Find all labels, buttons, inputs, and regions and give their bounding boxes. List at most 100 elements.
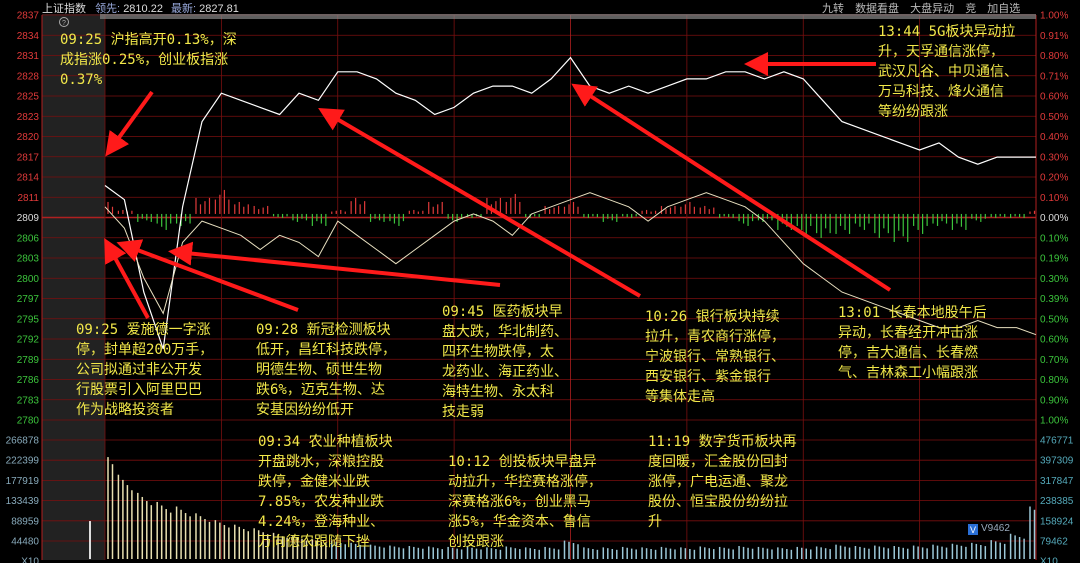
percent-tick-label: 0.19% (1040, 254, 1068, 265)
lead-value: 2810.22 (123, 3, 163, 15)
price-tick-label: 2786 (17, 375, 40, 386)
percent-tick-label: 0.80% (1040, 375, 1068, 386)
toolbar-auction[interactable]: 竞 (965, 3, 977, 15)
price-tick-label: 2820 (17, 132, 40, 143)
annotation-arrow (571, 83, 892, 292)
svg-text:?: ? (62, 20, 66, 27)
percent-tick-label: 0.80% (1040, 51, 1068, 62)
volume-tick-label: 177919 (6, 476, 40, 487)
price-line-lead (104, 192, 1037, 336)
volume-right-tick-label: 476771 (1040, 436, 1074, 447)
percent-tick-label: 0.40% (1040, 132, 1068, 143)
price-tick-label: 2811 (17, 193, 39, 204)
price-tick-label: 2800 (17, 274, 40, 285)
last-label: 最新: (171, 3, 197, 15)
price-tick-label: 2834 (17, 31, 40, 42)
volume-tick-label: 222399 (6, 456, 40, 467)
lead-label: 领先: (95, 3, 121, 15)
percent-tick-label: 0.50% (1040, 112, 1068, 123)
annotation-1026-banks: 10:26 银行板块持续 拉升，青农商行涨停， 宁波银行、常熟银行、 西安银行、… (645, 309, 785, 405)
price-lines (104, 56, 1037, 350)
price-tick-label: 2797 (17, 294, 40, 305)
volume-right-tick-label: 238385 (1040, 496, 1074, 507)
question-circle-icon[interactable]: ? (59, 17, 69, 28)
watermark: V9462 (981, 523, 1010, 534)
percent-tick-label: 0.30% (1040, 274, 1068, 285)
price-tick-label: 2783 (17, 395, 40, 406)
annotation-arrows (104, 52, 892, 319)
price-tick-label: 2828 (17, 71, 40, 82)
price-tick-label: 2823 (17, 112, 40, 123)
toolbar-jiuzhuan[interactable]: 九转 (822, 3, 844, 15)
annotation-arrow (105, 90, 154, 157)
annotation-0928-covid-test: 09:28 新冠检测板块 低开，昌红科技跌停， 明德生物、硕世生物 跌6%，迈克… (256, 322, 396, 418)
annotation-0925-aishide: 09:25 爱施德一字涨 停，封单超200万手， 公司拟通过非公开发 行股票引入… (76, 322, 214, 418)
annotation-1301-changchun: 13:01 长春本地股午后 异动，长春经开冲击涨 停，吉大通信、长春燃 气、吉林… (838, 305, 987, 381)
toolbar-data-view[interactable]: 数据看盘 (855, 3, 900, 15)
annotation-1119-digital-currency: 11:19 数字货币板块再 度回暖，汇金股份回封 涨停，广电运通、聚龙 股份、恒… (648, 434, 797, 530)
price-tick-label: 2795 (17, 314, 40, 325)
percent-tick-label: 0.60% (1040, 92, 1068, 103)
price-tick-label: 2825 (17, 92, 40, 103)
annotation-arrow (116, 239, 299, 312)
price-tick-label: 2806 (17, 233, 40, 244)
percent-tick-label: 0.10% (1040, 193, 1068, 204)
axes: 2837 1.00% 2834 0.91% 2831 0.80% 2828 0.71% 2825… (6, 11, 1074, 563)
price-tick-label: 2814 (17, 173, 40, 184)
price-tick-label: 2792 (17, 335, 40, 346)
chart-header: 上证指数 领先: 2810.22 最新: 2827.81 (42, 0, 244, 16)
percent-tick-label: 0.70% (1040, 355, 1068, 366)
annotation-arrow (168, 241, 501, 287)
percent-tick-label: 1.00% (1040, 416, 1068, 427)
annotation-0945-pharma: 09:45 医药板块早 盘大跌，华北制药、 四环生物跌停，太 龙药业、海正药业、… (442, 304, 568, 420)
percent-tick-label: 0.10% (1040, 233, 1068, 244)
watermark-logo: V (968, 524, 978, 535)
percent-tick-label: 0.50% (1040, 314, 1068, 325)
annotation-1012-venture: 10:12 创投板块早盘异 动拉升，华控赛格涨停， 深赛格涨6%，创业黑马 涨5… (448, 454, 602, 550)
percent-tick-label: 0.39% (1040, 294, 1068, 305)
toolbar-add-watchlist[interactable]: 加自选 (987, 3, 1021, 15)
percent-tick-label: 0.71% (1040, 71, 1068, 82)
breadth-bars (107, 189, 1036, 242)
percent-tick-label: 1.00% (1040, 11, 1068, 22)
percent-tick-label: 0.90% (1040, 395, 1068, 406)
toolbar: 九转 数据看盘 大盘异动 竞 加自选 (822, 0, 1028, 16)
volume-tick-label: 133439 (6, 496, 40, 507)
percent-tick-label: 0.00% (1040, 213, 1068, 224)
percent-tick-label: 0.91% (1040, 31, 1068, 42)
last-value: 2827.81 (199, 3, 239, 15)
premarket-region (42, 14, 105, 560)
percent-tick-label: 0.60% (1040, 335, 1068, 346)
annotation-0934-agriculture: 09:34 农业种植板块 开盘跳水，深粮控股 跌停，金健米业跌 7.85%，农发… (258, 434, 393, 550)
svg-text:V: V (970, 525, 976, 535)
price-tick-label: 2789 (17, 355, 40, 366)
grid (41, 14, 1037, 560)
toolbar-market-alert[interactable]: 大盘异动 (910, 3, 955, 15)
price-tick-label: 2837 (17, 11, 40, 22)
volume-tick-label: 266878 (6, 436, 40, 447)
volume-right-tick-label: 158924 (1040, 516, 1074, 527)
index-name: 上证指数 (42, 3, 86, 15)
annotation-arrow (318, 107, 642, 298)
price-tick-label: 2803 (17, 254, 40, 265)
percent-tick-label: 0.20% (1040, 173, 1068, 184)
volume-tick-label: 88959 (11, 516, 39, 527)
volume-right-tick-label: 397309 (1040, 456, 1074, 467)
price-tick-label: 2831 (17, 51, 40, 62)
price-line-latest (104, 56, 1036, 350)
volume-right-tick-label: 317847 (1040, 476, 1074, 487)
price-tick-label: 2780 (17, 416, 40, 427)
percent-tick-label: 0.30% (1040, 152, 1068, 163)
volume-tick-label: 44480 (11, 537, 39, 548)
time-progress-strip (100, 14, 1036, 19)
annotation-1344-5g: 13:44 5G板块异动拉 升，天孚通信涨停， 武汉凡谷、中贝通信、 万马科技、… (878, 24, 1018, 120)
volume-bars (89, 457, 1036, 559)
annotation-arrow (104, 237, 150, 319)
price-tick-label: 2809 (17, 213, 40, 224)
price-tick-label: 2817 (17, 152, 40, 163)
volume-right-tick-label: X10 (1040, 557, 1058, 563)
volume-right-tick-label: 79462 (1040, 537, 1068, 548)
volume-tick-label: X10 (21, 557, 39, 563)
annotation-0925-index-open: 09:25 沪指高开0.13%，深 成指涨0.25%，创业板指涨 0.37% (60, 32, 237, 88)
